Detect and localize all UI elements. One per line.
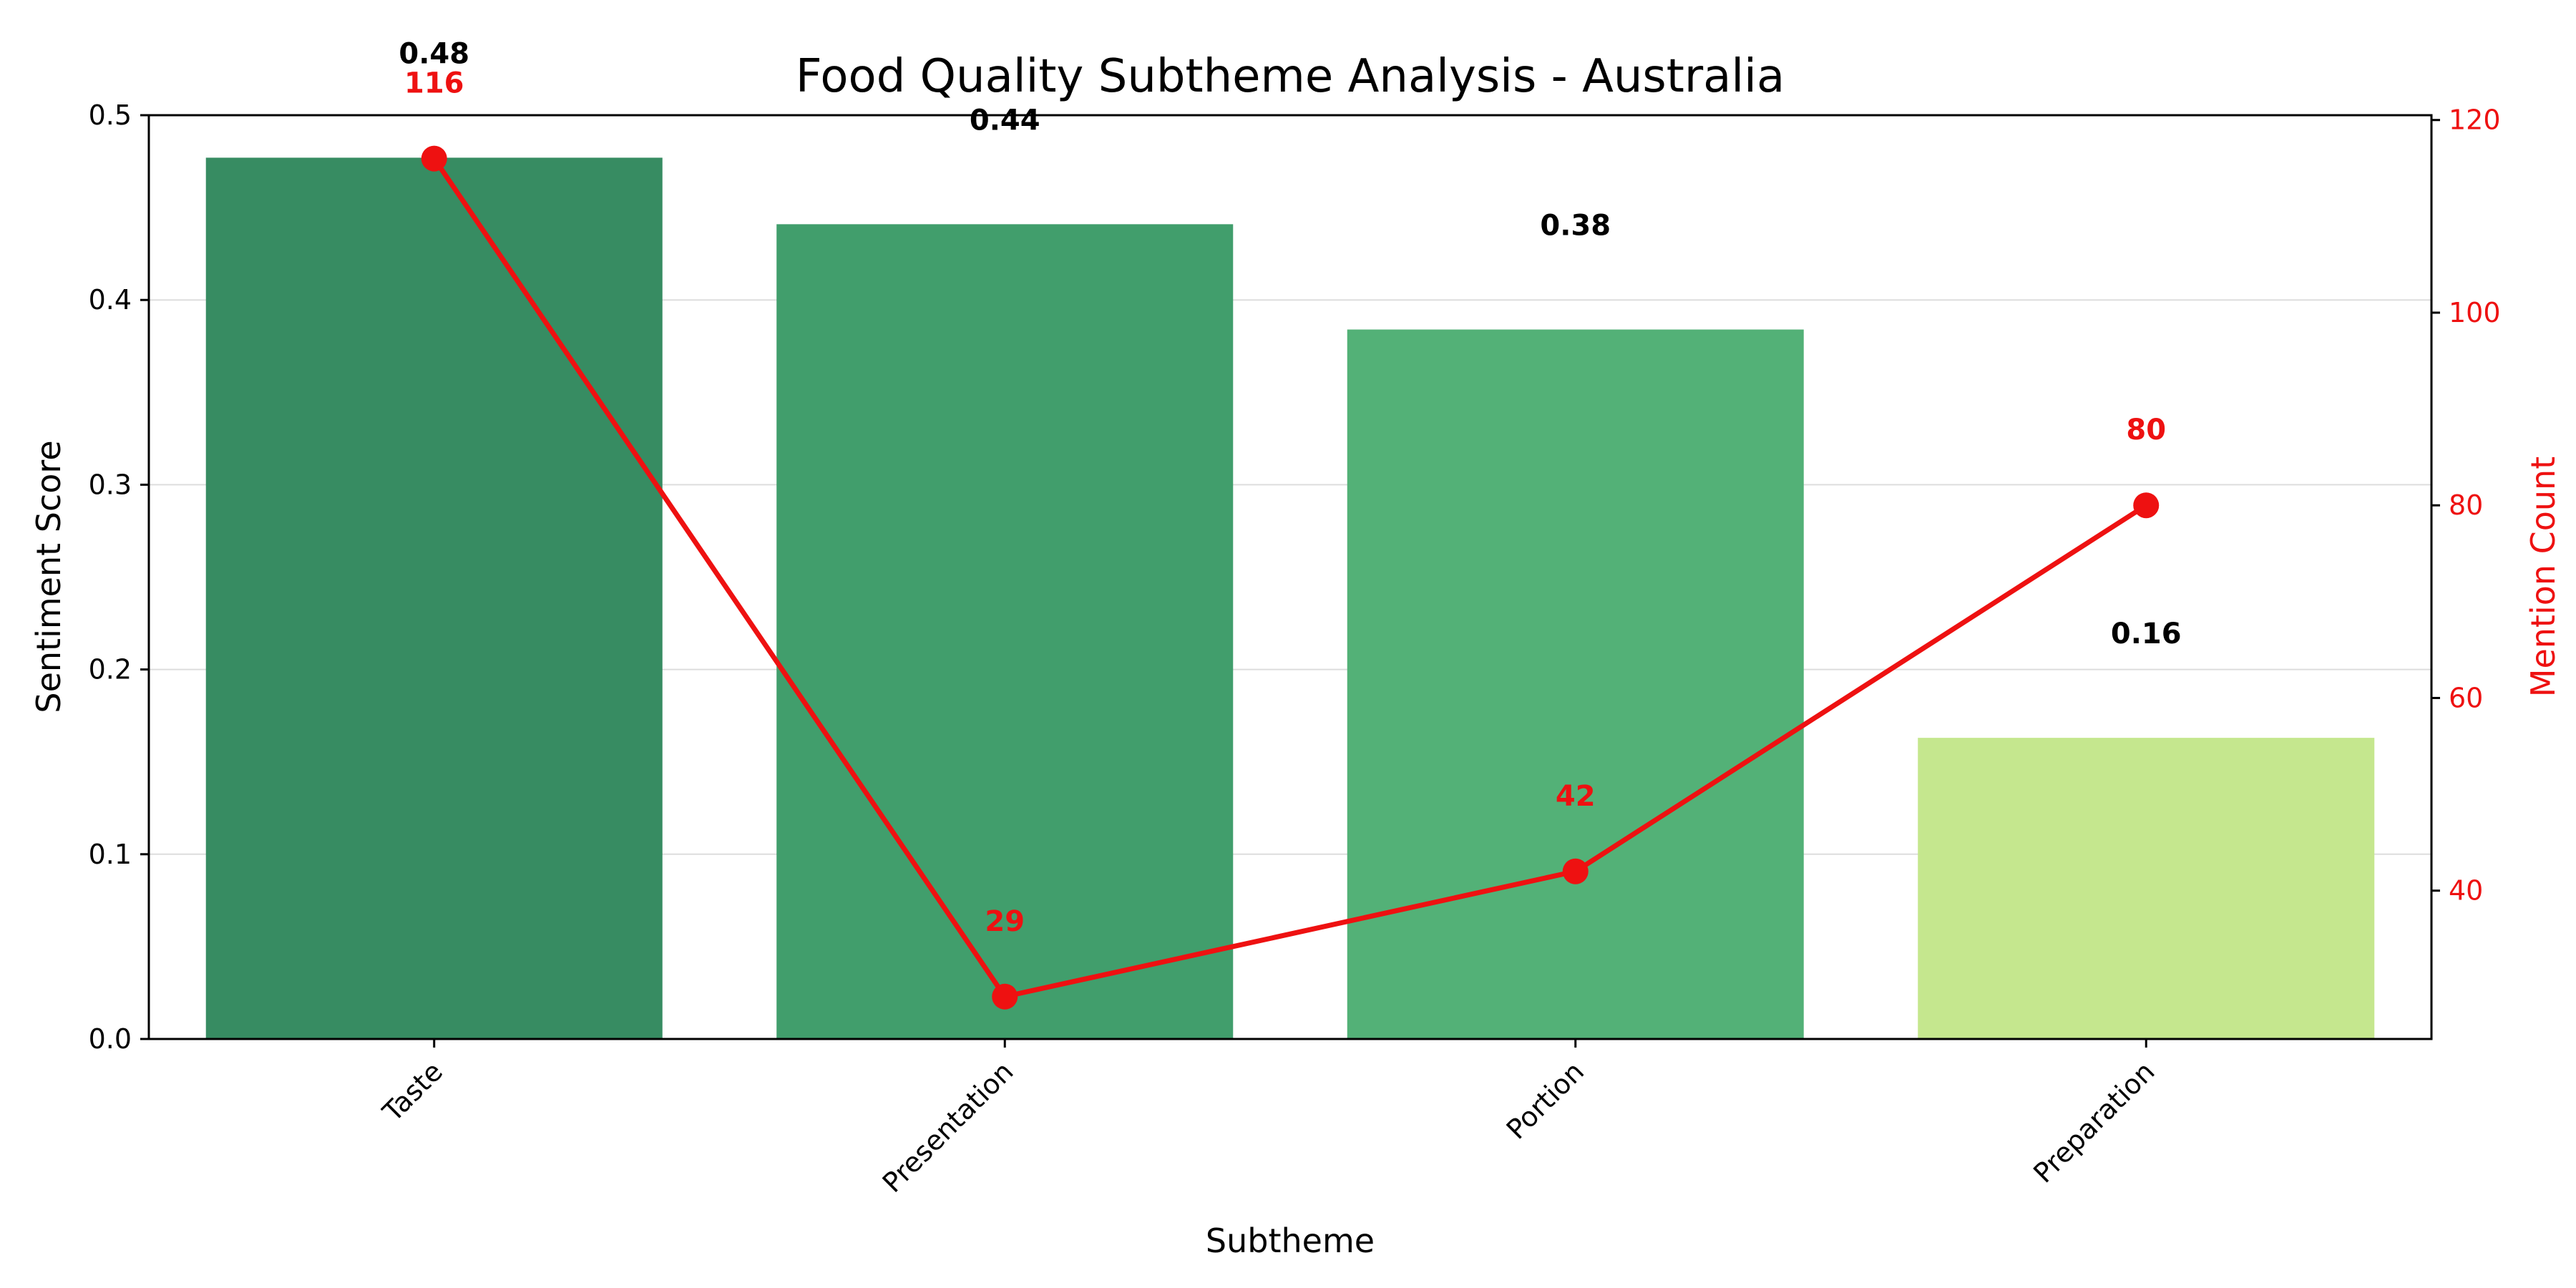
y2-tick-label: 100 <box>2449 297 2501 328</box>
y-tick-label: 0.0 <box>89 1023 132 1055</box>
series-line <box>431 157 2148 1000</box>
data-labels: 0.48 0.44 0.38 0.16 116 29 42 80 <box>399 37 2181 937</box>
bar-value-label: 0.16 <box>2111 618 2182 650</box>
y-tick-label: 0.4 <box>89 284 132 316</box>
bars <box>205 157 2375 1040</box>
y-tick-label: 0.3 <box>89 469 132 500</box>
bar-value-label: 0.44 <box>970 104 1040 137</box>
y2-tick-label: 60 <box>2449 682 2483 713</box>
chart-title: Food Quality Subtheme Analysis - Austral… <box>796 50 1785 103</box>
bar-value-label: 0.38 <box>1540 210 1611 243</box>
y-tick-label: 0.5 <box>89 99 132 131</box>
y-tick-label: 0.2 <box>89 654 132 686</box>
line-value-label: 80 <box>2126 414 2166 447</box>
y2-tick-label: 80 <box>2449 489 2483 521</box>
y2-tick-label: 40 <box>2449 875 2483 907</box>
line-value-label: 29 <box>985 905 1025 938</box>
y-axis-label: Sentiment Score <box>29 440 68 713</box>
mention-count-line <box>421 145 2160 1010</box>
bar-value-label: 0.48 <box>399 37 469 70</box>
bar <box>1918 738 2375 1039</box>
bar <box>1347 329 1804 1040</box>
y-tick-label: 0.1 <box>89 839 132 870</box>
line-value-label: 42 <box>1556 780 1596 813</box>
y2-axis-label: Mention Count <box>2524 457 2562 698</box>
line-point <box>1562 858 1589 884</box>
y2-tick-label: 120 <box>2449 104 2501 136</box>
bar <box>205 157 663 1040</box>
line-point <box>992 983 1018 1010</box>
x-axis-label: Subtheme <box>1206 1221 1375 1260</box>
line-point <box>421 145 447 172</box>
plot-frame <box>147 114 2433 1040</box>
bar <box>776 224 1234 1039</box>
line-value-label: 116 <box>404 67 464 100</box>
line-point <box>2133 492 2160 519</box>
